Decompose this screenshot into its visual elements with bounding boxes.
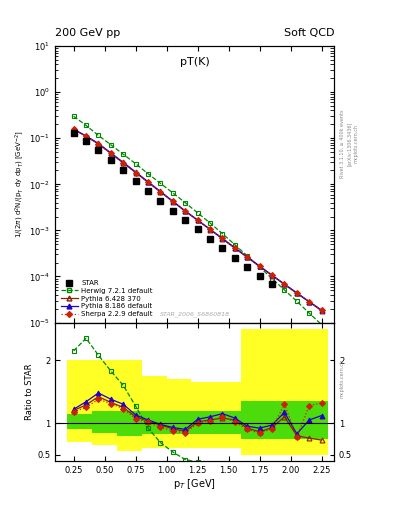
Text: Soft QCD: Soft QCD bbox=[284, 28, 334, 38]
Legend: STAR, Herwig 7.2.1 default, Pythia 6.428 370, Pythia 8.186 default, Sherpa 2.2.9: STAR, Herwig 7.2.1 default, Pythia 6.428… bbox=[59, 278, 155, 319]
Text: mcplots.cern.ch: mcplots.cern.ch bbox=[340, 359, 345, 398]
Text: [arXiv:1306.3436]: [arXiv:1306.3436] bbox=[347, 121, 352, 165]
Y-axis label: 1/(2$\pi$) d$^2$N/(p$_T$ dy dp$_T$) [GeV$^{-2}$]: 1/(2$\pi$) d$^2$N/(p$_T$ dy dp$_T$) [GeV… bbox=[13, 130, 26, 239]
Text: pT(K): pT(K) bbox=[180, 57, 209, 67]
Y-axis label: Ratio to STAR: Ratio to STAR bbox=[25, 364, 34, 420]
Text: mcplots.cern.ch: mcplots.cern.ch bbox=[354, 124, 359, 163]
Text: STAR_2006_S6860818: STAR_2006_S6860818 bbox=[160, 311, 230, 317]
X-axis label: p$_T$ [GeV]: p$_T$ [GeV] bbox=[173, 477, 216, 492]
Text: Rivet 3.1.10, ≥ 400k events: Rivet 3.1.10, ≥ 400k events bbox=[340, 109, 345, 178]
Text: 200 GeV pp: 200 GeV pp bbox=[55, 28, 120, 38]
